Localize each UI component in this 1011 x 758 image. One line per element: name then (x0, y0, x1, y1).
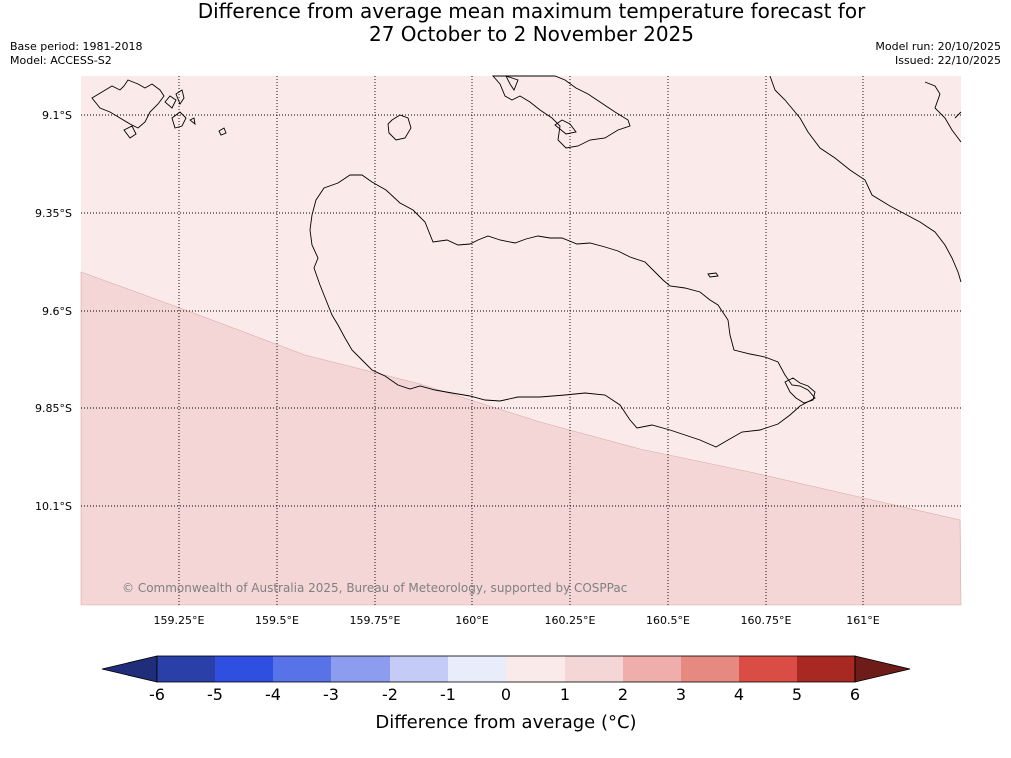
islet-ne (954, 111, 962, 119)
colorbar-tick: 4 (734, 685, 744, 704)
islet-nc-1 (505, 75, 519, 91)
islet-east (707, 272, 719, 278)
colorbar-tick: -1 (440, 685, 456, 704)
model-run: Model run: 20/10/2025 (875, 40, 1001, 53)
colorbar-tick: 2 (618, 685, 628, 704)
colorbar-tick: -6 (149, 685, 165, 704)
island-north-center (492, 75, 631, 149)
issued-date: Issued: 22/10/2025 (894, 54, 1001, 67)
colorbar-bin (215, 656, 273, 682)
main-island-coastline (309, 174, 816, 448)
map-panel: © Commonwealth of Australia 2025, Bureau… (80, 75, 962, 606)
coastlines (91, 75, 962, 448)
colorbar-bin (157, 656, 215, 682)
lon-label-3: 159.75°E (350, 614, 401, 627)
colorbar-bin (506, 656, 565, 682)
islet-nw-2 (164, 95, 177, 109)
colorbar-bin (797, 656, 855, 682)
colorbar-tick: 1 (560, 685, 570, 704)
islet-nc-2 (554, 119, 577, 135)
gridlines (81, 76, 961, 605)
longitude-labels: 159.25°E 159.5°E 159.75°E 160°E 160.25°E… (154, 614, 880, 627)
islet-se-1 (784, 377, 816, 404)
title-line-2: 27 October to 2 November 2025 (368, 22, 695, 46)
islet-nw-6 (218, 127, 227, 136)
colorbar-extend-low (101, 655, 158, 683)
colorbar-bin (739, 656, 797, 682)
colorbar-ticks: -6 -5 -4 -3 -2 -1 0 1 2 3 4 5 6 (149, 685, 860, 704)
lat-label-4: 9.85°S (35, 402, 72, 415)
colorbar-tick: 0 (501, 685, 511, 704)
colorbar-frame (156, 655, 856, 683)
colorbar-bin (448, 656, 506, 682)
colorbar-bin (565, 656, 623, 682)
copyright-notice: © Commonwealth of Australia 2025, Bureau… (122, 581, 627, 595)
islet-nw-5 (123, 125, 137, 139)
island-cluster-nw-1 (91, 79, 165, 129)
colorbar: -6 -5 -4 -3 -2 -1 0 1 2 3 4 5 6 Differen… (101, 655, 911, 733)
base-period: Base period: 1981-2018 (10, 40, 143, 53)
island-east-coastline (769, 75, 962, 283)
lon-label-8: 161°E (846, 614, 879, 627)
latitude-labels: 9.1°S 9.35°S 9.6°S 9.85°S 10.1°S (35, 109, 72, 513)
colorbar-title: Difference from average (°C) (375, 712, 636, 733)
colorbar-tick: -4 (265, 685, 281, 704)
colorbar-bin (623, 656, 681, 682)
colorbar-tick: 6 (850, 685, 860, 704)
islet-nw-7 (189, 117, 196, 126)
lon-label-5: 160.25°E (545, 614, 596, 627)
colorbar-tick: 3 (676, 685, 686, 704)
colorbar-bin (681, 656, 739, 682)
model-name: Model: ACCESS-S2 (10, 54, 112, 67)
colorbar-bin (273, 656, 331, 682)
lat-label-1: 9.1°S (42, 109, 72, 122)
colorbar-extend-high (854, 655, 911, 683)
colorbar-tick: 5 (792, 685, 802, 704)
colorbar-bin (390, 656, 448, 682)
colorbar-tick: -2 (382, 685, 398, 704)
colorbar-tick: -3 (323, 685, 339, 704)
title-line-1: Difference from average mean maximum tem… (197, 0, 866, 23)
chart-title: Difference from average mean maximum tem… (0, 0, 1011, 46)
lat-label-3: 9.6°S (42, 305, 72, 318)
lon-label-6: 160.5°E (646, 614, 690, 627)
meta-left: Base period: 1981-2018 Model: ACCESS-S2 (10, 40, 142, 68)
meta-right: Model run: 20/10/2025 Issued: 22/10/2025 (875, 40, 1001, 68)
lon-label-7: 160.75°E (741, 614, 792, 627)
lon-label-2: 159.5°E (255, 614, 299, 627)
colorbar-tick: -5 (207, 685, 223, 704)
colorbar-bin (331, 656, 390, 682)
island-ne-coastline (924, 81, 962, 143)
lon-label-4: 160°E (455, 614, 488, 627)
lat-label-5: 10.1°S (35, 500, 72, 513)
islet-north (387, 114, 412, 141)
lon-label-1: 159.25°E (154, 614, 205, 627)
lat-label-2: 9.35°S (35, 207, 72, 220)
